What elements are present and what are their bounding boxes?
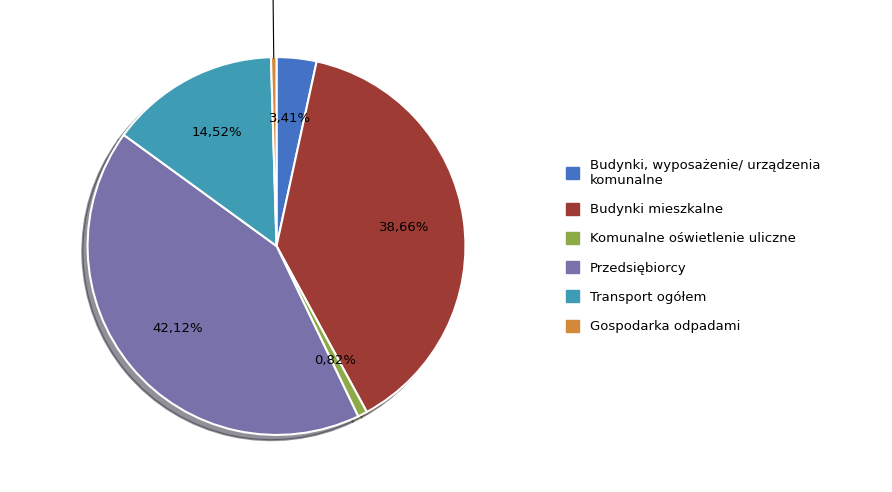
- Wedge shape: [277, 246, 367, 416]
- Text: 3,41%: 3,41%: [269, 112, 311, 125]
- Wedge shape: [271, 57, 277, 246]
- Wedge shape: [87, 135, 359, 435]
- Text: 42,12%: 42,12%: [153, 322, 203, 335]
- Text: 0,82%: 0,82%: [314, 354, 356, 367]
- Text: 38,66%: 38,66%: [378, 221, 429, 234]
- Wedge shape: [124, 57, 277, 246]
- Text: 14,52%: 14,52%: [191, 126, 242, 139]
- Legend: Budynki, wyposażenie/ urządzenia
komunalne, Budynki mieszkalne, Komunalne oświet: Budynki, wyposażenie/ urządzenia komunal…: [559, 152, 827, 340]
- Text: 0,47%: 0,47%: [252, 0, 293, 58]
- Wedge shape: [277, 62, 466, 412]
- Wedge shape: [277, 57, 317, 246]
